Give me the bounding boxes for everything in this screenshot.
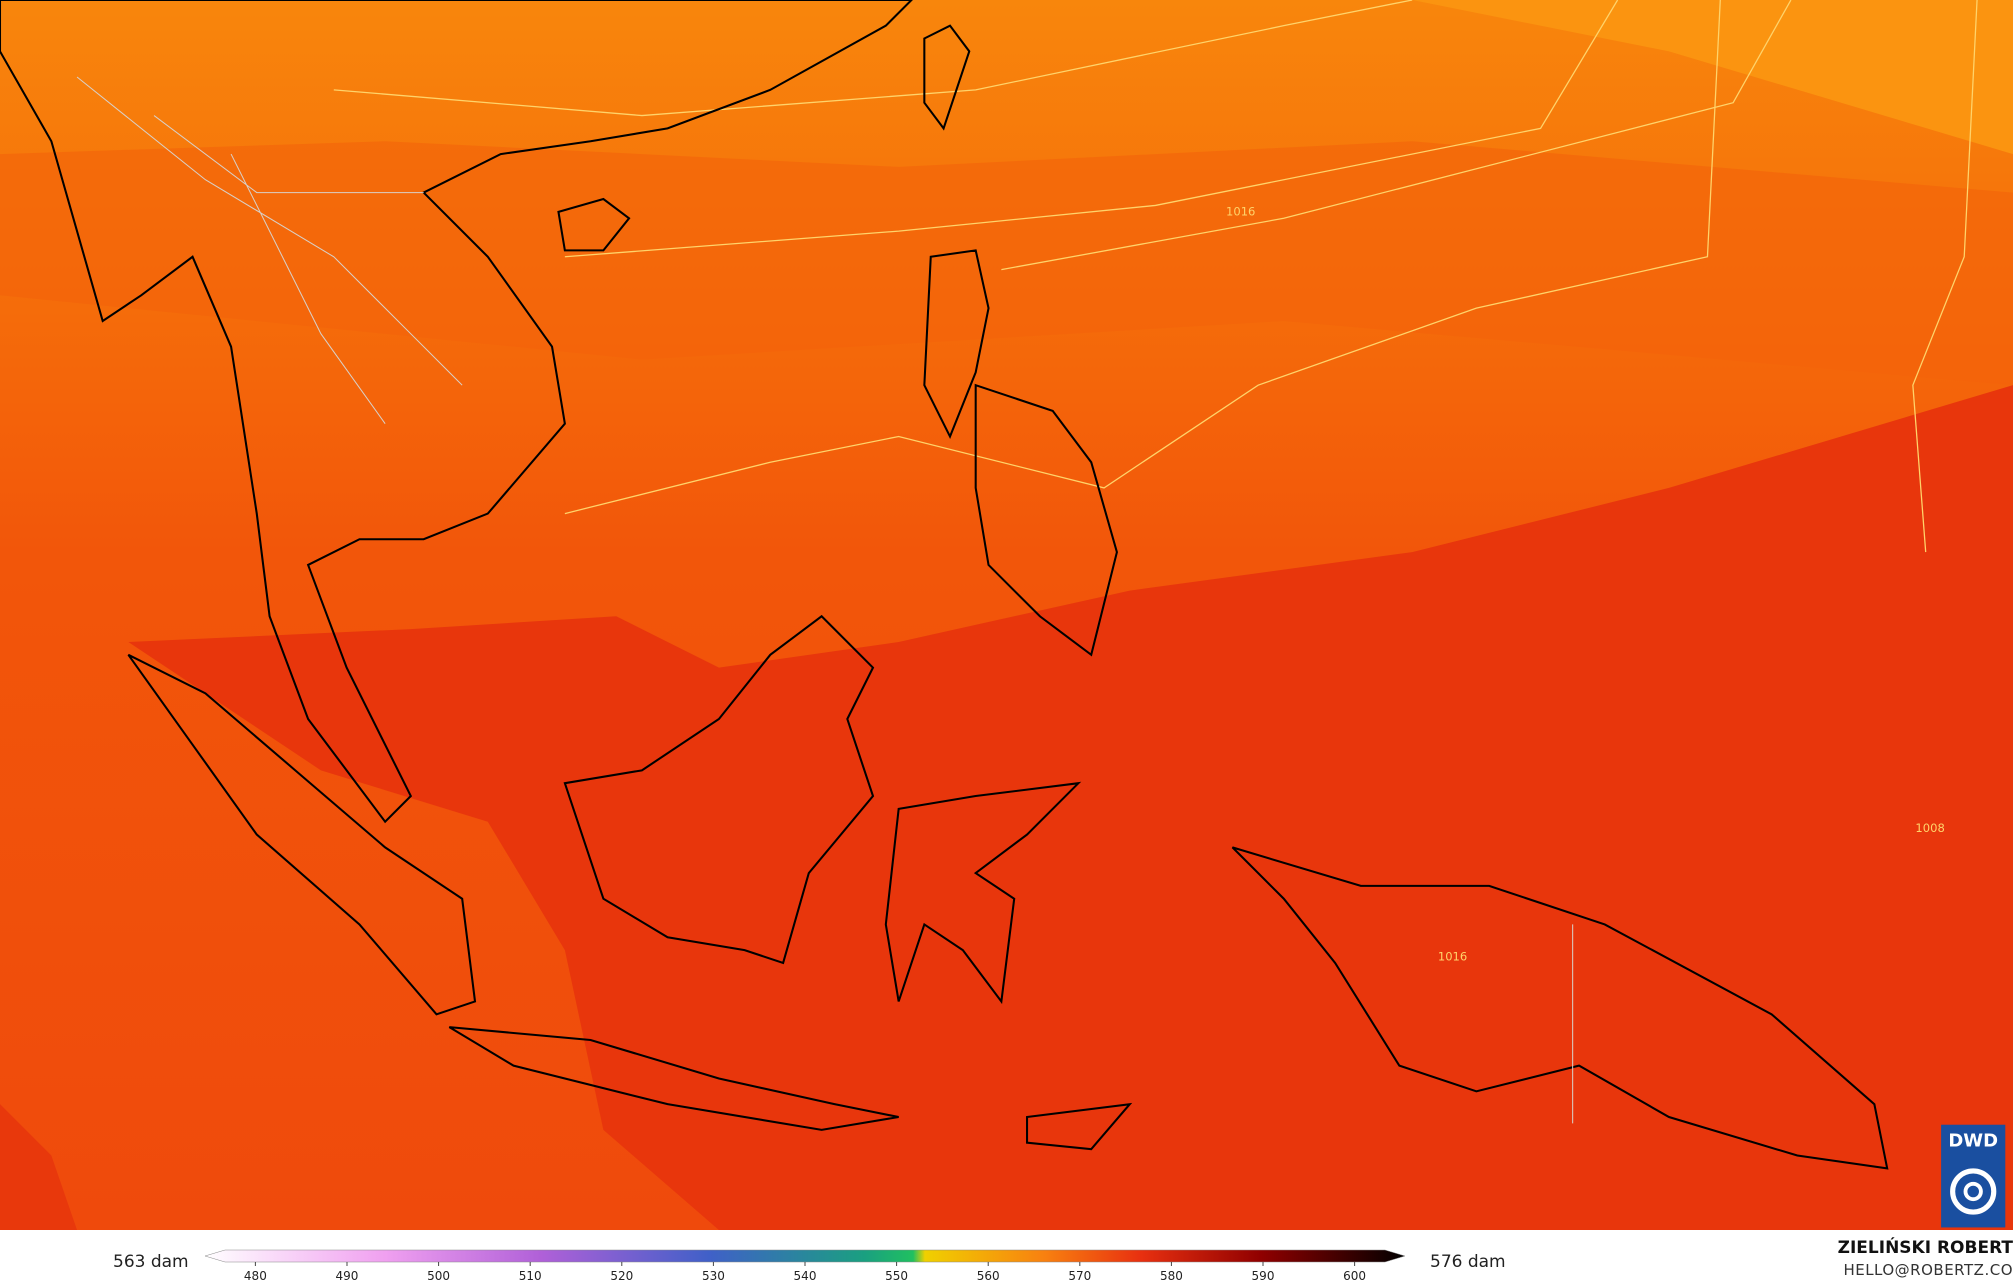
landmass — [1026, 1102, 1133, 1151]
colorbar-panel: 563 dam 576 dam ZIELIŃSKI ROBERT HELLO@R… — [0, 1230, 2013, 1287]
landmass — [884, 781, 1082, 1005]
max-label: 576 dam — [1430, 1252, 1506, 1272]
colorbar-tick-label: 520 — [610, 1269, 633, 1283]
contour-label: 1016 — [1438, 949, 1467, 963]
landmass — [923, 24, 971, 131]
author: ZIELIŃSKI ROBERT — [1837, 1238, 2013, 1258]
field-band — [128, 385, 2013, 1230]
border — [76, 76, 463, 424]
contour-label: 1016 — [1226, 205, 1255, 219]
isobar — [333, 0, 1413, 117]
colorbar-tick-label: 540 — [794, 1269, 817, 1283]
isobar — [564, 0, 1619, 258]
contour-label: 1008 — [1915, 821, 1944, 835]
logo: DWD — [1941, 1124, 2006, 1228]
colorbar-tick-label: 600 — [1343, 1269, 1366, 1283]
landmass — [1231, 846, 1889, 1170]
colorbar-tick-label: 590 — [1252, 1269, 1275, 1283]
landmass — [923, 249, 1118, 657]
colorbar-tick-label: 480 — [244, 1269, 267, 1283]
colorbar-tick-label: 550 — [885, 1269, 908, 1283]
landmass — [448, 1026, 899, 1131]
colorbar-tick-label: 490 — [336, 1269, 359, 1283]
logo-text: DWD — [1948, 1131, 1998, 1152]
colorbar-tick-label: 580 — [1160, 1269, 1183, 1283]
map: 1016 1016 1008 DWD — [0, 0, 2013, 1230]
landmass — [563, 614, 875, 965]
colorbar: 480 490 500 510 520 530 540 550 560 570 580 590 600 — [204, 1249, 1406, 1283]
colorbar-tick-label: 510 — [519, 1269, 542, 1283]
colorbar-tick-label: 530 — [702, 1269, 725, 1283]
landmass — [557, 197, 631, 252]
colorbar-tick-label: 500 — [427, 1269, 450, 1283]
colorbar-ramp — [204, 1249, 1406, 1263]
email: HELLO@ROBERTZ.CO — [1843, 1261, 2013, 1279]
colorbar-tick-label: 560 — [977, 1269, 1000, 1283]
field-band — [0, 141, 2013, 386]
field-band — [1412, 0, 2013, 155]
field-band — [0, 1104, 78, 1230]
isobar — [564, 0, 1721, 515]
landmass — [127, 653, 477, 1016]
colorbar-tick-label: 570 — [1068, 1269, 1091, 1283]
isobar — [1912, 0, 1978, 553]
min-label: 563 dam — [113, 1252, 189, 1272]
landmass — [0, 0, 913, 824]
isobar — [1001, 0, 1792, 271]
